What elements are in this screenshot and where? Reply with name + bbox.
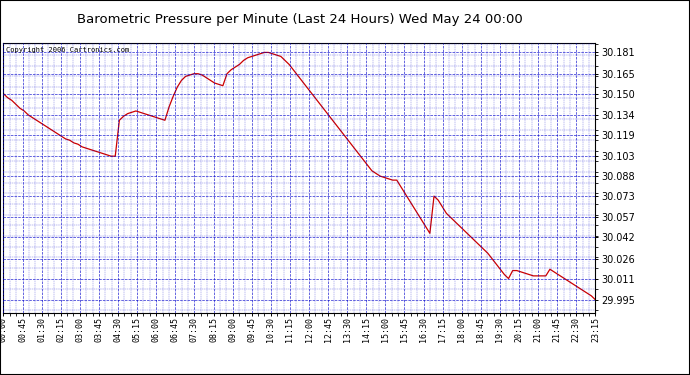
- Text: Copyright 2006 Cartronics.com: Copyright 2006 Cartronics.com: [6, 47, 130, 53]
- Text: Barometric Pressure per Minute (Last 24 Hours) Wed May 24 00:00: Barometric Pressure per Minute (Last 24 …: [77, 13, 523, 26]
